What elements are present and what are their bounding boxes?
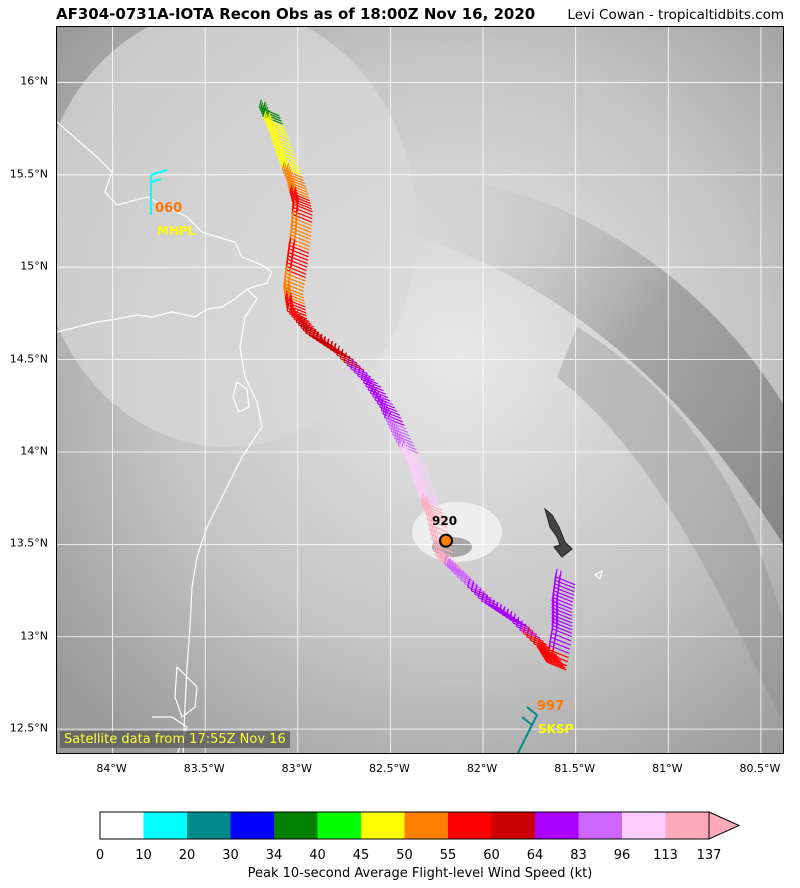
station-value-sksp: 997 — [537, 699, 565, 714]
wind-barb — [554, 568, 576, 586]
colorbar-swatch — [404, 812, 449, 839]
colorbar-swatch — [578, 812, 623, 839]
grid-lines — [57, 27, 783, 753]
satellite-caption: Satellite data from 17:55Z Nov 16 — [60, 731, 290, 748]
lon-tick-label: 81.5°W — [554, 762, 596, 775]
wind-barb — [403, 447, 425, 465]
wind-barb — [425, 506, 447, 523]
aircraft-icon — [544, 507, 573, 558]
wind-barb — [390, 423, 412, 440]
lon-tick-label: 84°W — [96, 762, 127, 775]
colorbar-swatch — [274, 812, 318, 839]
credit-text: Levi Cowan - tropicaltidbits.com — [567, 7, 784, 23]
lat-tick-label: 14°N — [20, 444, 48, 458]
coastline — [57, 121, 603, 753]
colorbar-tick-label: 0 — [95, 848, 105, 863]
colorbar-swatch — [622, 812, 666, 839]
center-pressure-label: 920 — [432, 513, 458, 528]
station-id-sksp: SKSP — [538, 722, 574, 736]
lat-tick-label: 15.5°N — [9, 167, 48, 181]
colorbar-tick-label: 50 — [396, 848, 413, 863]
wind-barb — [399, 440, 421, 458]
lon-tick-label: 83°W — [281, 762, 312, 775]
colorbar-swatch — [535, 812, 579, 839]
colorbar-swatch — [448, 812, 492, 839]
colorbar-tick-label: 96 — [613, 848, 631, 863]
colorbar-tick-label: 20 — [178, 848, 196, 863]
lat-tick-label: 13.5°N — [9, 536, 48, 550]
wind-barb — [292, 195, 313, 213]
wind-barb — [401, 443, 423, 461]
wind-barb — [291, 209, 312, 227]
wind-barb — [397, 436, 419, 454]
wind-barb — [427, 516, 449, 533]
colorbar-tick-label: 34 — [265, 848, 283, 863]
colorbar-tick-label: 83 — [570, 848, 587, 863]
map-title: AF304-0731A-IOTA Recon Obs as of 18:00Z … — [56, 5, 536, 23]
lat-tick-label: 15°N — [20, 259, 48, 273]
colorbar-tick-label: 40 — [309, 848, 326, 863]
cloud-band — [417, 177, 783, 544]
wind-barb — [290, 212, 312, 230]
lon-tick-label: 83.5°W — [183, 762, 225, 775]
colorbar-label: Peak 10-second Average Flight-level Wind… — [247, 866, 593, 881]
wind-barb — [392, 426, 413, 444]
colorbar-tick-label: 137 — [696, 848, 722, 863]
colorbar-swatch — [665, 812, 710, 839]
colorbar-tick-label: 64 — [526, 848, 544, 863]
colorbar-tick-label: 45 — [352, 848, 370, 863]
colorbar-swatch — [361, 812, 405, 839]
wind-barb — [395, 433, 417, 451]
colorbar-swatch — [491, 812, 536, 839]
colorbar-swatch — [187, 812, 231, 839]
colorbar-tick-label: 55 — [439, 848, 457, 863]
colorbar-swatch — [317, 812, 362, 839]
station-barb-mhpl — [150, 169, 168, 215]
lat-tick-label: 13°N — [20, 629, 48, 643]
lat-tick-label: 16°N — [20, 74, 48, 88]
wind-barb — [291, 206, 313, 223]
station-value-mhpl: 060 — [155, 201, 183, 216]
wind-barb — [426, 511, 448, 528]
lon-tick-label: 82°W — [466, 762, 498, 775]
recon-wind-barbs — [258, 99, 576, 671]
satellite-map[interactable] — [57, 27, 784, 754]
cloud-band-outer — [557, 327, 783, 723]
wind-barb — [291, 199, 313, 216]
wind-barb — [448, 560, 470, 578]
colorbar-swatch — [230, 812, 275, 839]
lat-tick-label: 12.5°N — [9, 721, 48, 735]
lon-tick-label: 80.5°W — [739, 762, 781, 775]
wind-barb — [285, 296, 307, 314]
map-panel[interactable] — [56, 26, 784, 754]
station-id-mhpl: MHPL — [157, 224, 196, 238]
colorbar-swatch — [100, 812, 144, 839]
colorbar-extend-arrow — [708, 811, 741, 840]
wind-barb — [290, 216, 312, 234]
colorbar-tick-label: 113 — [653, 848, 678, 863]
lat-tick-label: 14.5°N — [9, 352, 48, 366]
colorbar-swatch — [143, 812, 188, 839]
colorbar-tick-label: 10 — [135, 848, 152, 863]
wind-barb — [291, 192, 313, 210]
colorbar-tick-label: 60 — [483, 848, 500, 863]
lon-tick-label: 81°W — [652, 762, 683, 775]
wind-barb — [291, 202, 313, 220]
wind-barb — [432, 536, 454, 554]
colorbar-outline — [99, 811, 710, 840]
station-barb-sksp — [516, 706, 538, 753]
wind-barb — [446, 558, 468, 575]
storm-center-marker — [439, 533, 454, 548]
lon-tick-label: 82.5°W — [368, 762, 410, 775]
wind-barb — [393, 430, 415, 447]
colorbar-tick-label: 30 — [222, 848, 239, 863]
wind-barb — [290, 219, 312, 237]
